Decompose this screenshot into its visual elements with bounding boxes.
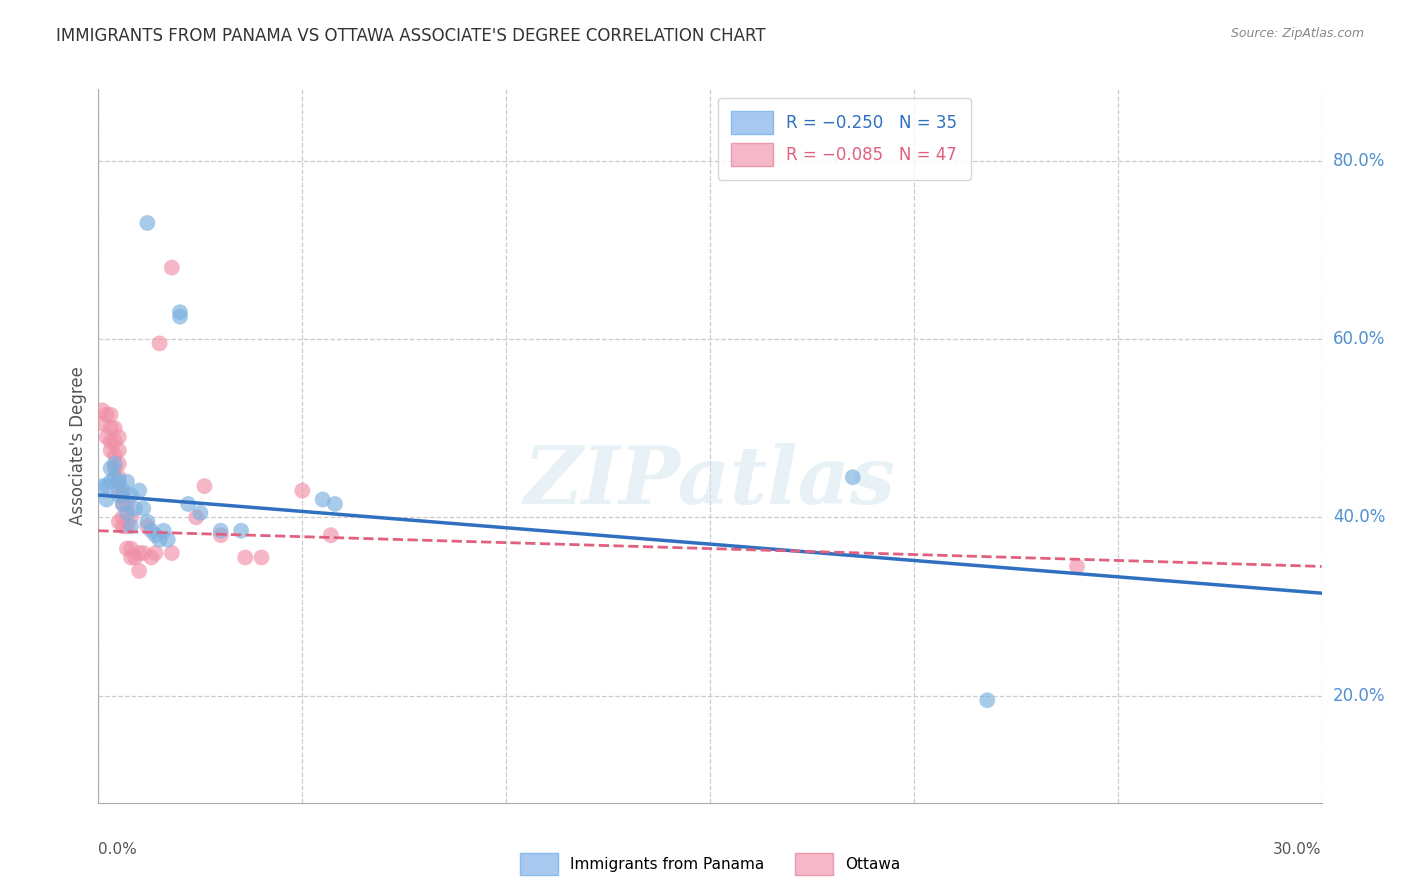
Point (91, 479, 114, 493)
Text: 80.0%: 80.0% (1333, 152, 1385, 169)
Point (108, 470, 131, 484)
Text: 40.0%: 40.0% (1333, 508, 1385, 526)
Point (136, 515, 159, 529)
Point (1066, 559, 1088, 574)
Point (104, 448, 127, 462)
Point (108, 475, 131, 489)
Point (104, 457, 127, 471)
Point (250, 550, 273, 565)
Point (209, 528, 232, 542)
Point (111, 497, 134, 511)
Point (156, 533, 179, 547)
Point (186, 510, 208, 524)
Point (108, 443, 131, 458)
Point (312, 492, 335, 507)
Point (96, 479, 118, 493)
Point (104, 461, 127, 475)
Point (323, 497, 346, 511)
Point (115, 497, 138, 511)
Point (104, 470, 127, 484)
Point (108, 515, 131, 529)
Text: 20.0%: 20.0% (1333, 687, 1385, 705)
Point (100, 443, 122, 458)
Point (115, 541, 138, 556)
Point (132, 501, 155, 516)
Point (120, 541, 142, 556)
Point (149, 336, 172, 351)
Point (145, 546, 167, 560)
Point (111, 497, 134, 511)
Point (319, 528, 342, 542)
Point (188, 506, 212, 520)
Point (149, 533, 172, 547)
Point (91, 417, 114, 431)
Legend: Immigrants from Panama, Ottawa: Immigrants from Panama, Ottawa (513, 847, 907, 880)
Point (136, 216, 159, 230)
Point (115, 506, 138, 520)
Point (111, 510, 134, 524)
Point (145, 528, 167, 542)
Point (108, 457, 131, 471)
Point (120, 519, 142, 533)
Y-axis label: Associate's Degree: Associate's Degree (69, 367, 87, 525)
Point (291, 483, 314, 498)
Point (111, 488, 134, 502)
Point (111, 519, 134, 533)
Point (132, 546, 155, 560)
Point (841, 470, 863, 484)
Text: 30.0%: 30.0% (1274, 842, 1322, 856)
Point (108, 483, 131, 498)
Text: 0.0%: 0.0% (98, 842, 138, 856)
Point (108, 430, 131, 444)
Point (120, 550, 142, 565)
Point (100, 408, 122, 422)
Point (104, 421, 127, 435)
Point (108, 488, 131, 502)
Point (100, 421, 122, 435)
Point (124, 501, 146, 516)
Point (104, 434, 127, 449)
Point (120, 488, 142, 502)
Point (96, 408, 118, 422)
Point (100, 461, 122, 475)
Point (177, 497, 200, 511)
Point (231, 524, 253, 538)
Text: IMMIGRANTS FROM PANAMA VS OTTAWA ASSOCIATE'S DEGREE CORRELATION CHART: IMMIGRANTS FROM PANAMA VS OTTAWA ASSOCIA… (56, 27, 766, 45)
Point (100, 434, 122, 449)
Point (100, 475, 122, 489)
Text: Source: ZipAtlas.com: Source: ZipAtlas.com (1230, 27, 1364, 40)
Point (128, 564, 150, 578)
Point (91, 403, 114, 417)
Point (120, 510, 142, 524)
Point (160, 546, 183, 560)
Point (141, 524, 163, 538)
Point (141, 550, 163, 565)
Point (115, 475, 138, 489)
Point (160, 260, 183, 275)
Text: 60.0%: 60.0% (1333, 330, 1385, 348)
Point (169, 305, 191, 319)
Point (111, 483, 134, 498)
Point (96, 430, 118, 444)
Point (128, 546, 150, 560)
Point (976, 693, 998, 707)
Point (233, 550, 256, 565)
Point (169, 310, 191, 324)
Point (96, 492, 118, 507)
Point (136, 519, 159, 533)
Point (115, 519, 138, 533)
Point (209, 524, 232, 538)
Point (128, 483, 150, 498)
Point (124, 550, 146, 565)
Text: ZIPatlas: ZIPatlas (524, 443, 896, 520)
Point (193, 479, 215, 493)
Point (152, 524, 174, 538)
